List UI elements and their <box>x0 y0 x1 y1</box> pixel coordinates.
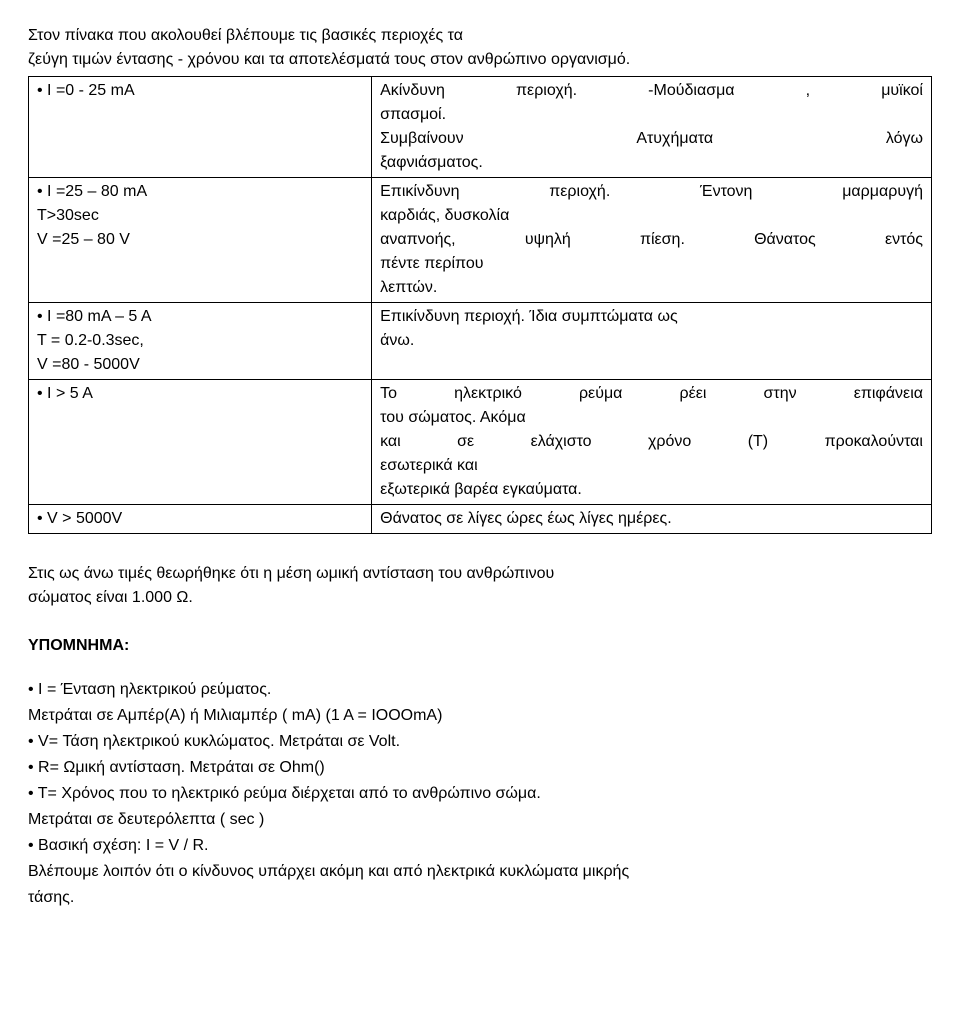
row1-r3: αναπνοής, υψηλή πίεση. Θάνατος εντός <box>380 228 923 252</box>
row2-l3: V =80 - 5000V <box>37 353 363 377</box>
row1-l3: V =25 – 80 V <box>37 228 363 252</box>
table-row: • I =0 - 25 mA Ακίνδυνη περιοχή. -Μούδια… <box>29 77 932 178</box>
cell-right: Επικίνδυνη περιοχή. Έντονη μαρμαρυγή καρ… <box>372 178 932 303</box>
legend-body: • Ι = Ένταση ηλεκτρικού ρεύματος. Μετράτ… <box>28 678 932 910</box>
table-row: • I > 5 A Το ηλεκτρικό ρεύμα ρέει στην ε… <box>29 380 932 505</box>
legend-line: • Βασική σχέση: Ι = V / R. <box>28 834 932 858</box>
legend-line: • R= Ωμική αντίσταση. Μετράται σε Ohm() <box>28 756 932 780</box>
table-row: • I =25 – 80 mA T>30sec V =25 – 80 V Επι… <box>29 178 932 303</box>
legend-line: • Τ= Χρόνος που το ηλεκτρικό ρεύμα διέρχ… <box>28 782 932 806</box>
row3-r4: εσωτερικά και <box>380 454 923 478</box>
row1-r1: Επικίνδυνη περιοχή. Έντονη μαρμαρυγή <box>380 180 923 204</box>
row0-r1: Ακίνδυνη περιοχή. -Μούδιασμα , μυϊκοί <box>380 79 923 103</box>
intro-line-1: Στον πίνακα που ακολουθεί βλέπουμε τις β… <box>28 24 932 48</box>
effects-table: • I =0 - 25 mA Ακίνδυνη περιοχή. -Μούδια… <box>28 76 932 534</box>
cell-left: • V > 5000V <box>29 505 372 534</box>
cell-left: • I =0 - 25 mA <box>29 77 372 178</box>
table-row: • I =80 mA – 5 A T = 0.2-0.3sec, V =80 -… <box>29 303 932 380</box>
row1-r4: πέντε περίπου <box>380 252 923 276</box>
legend-line: • V= Τάση ηλεκτρικού κυκλώματος. Μετράτα… <box>28 730 932 754</box>
row3-r2: του σώματος. Ακόμα <box>380 406 923 430</box>
intro-line-2: ζεύγη τιμών έντασης - χρόνου και τα αποτ… <box>28 48 932 72</box>
intro-text: Στον πίνακα που ακολουθεί βλέπουμε τις β… <box>28 24 932 72</box>
row3-r3: και σε ελάχιστο χρόνο (Τ) προκαλούνται <box>380 430 923 454</box>
legend-title: ΥΠΟΜΝΗΜΑ: <box>28 634 932 658</box>
row0-left: • I =0 - 25 mA <box>37 79 363 103</box>
row4-left: • V > 5000V <box>37 507 363 531</box>
legend-line: • Ι = Ένταση ηλεκτρικού ρεύματος. <box>28 678 932 702</box>
cell-left: • I =80 mA – 5 A T = 0.2-0.3sec, V =80 -… <box>29 303 372 380</box>
cell-right: Θάνατος σε λίγες ώρες έως λίγες ημέρες. <box>372 505 932 534</box>
row1-r2: καρδιάς, δυσκολία <box>380 204 923 228</box>
row2-l1: • I =80 mA – 5 A <box>37 305 363 329</box>
legend-line: τάσης. <box>28 886 932 910</box>
table-row: • V > 5000V Θάνατος σε λίγες ώρες έως λί… <box>29 505 932 534</box>
row2-r1: Επικίνδυνη περιοχή. Ίδια συμπτώματα ως <box>380 305 923 329</box>
note-line-2: σώματος είναι 1.000 Ω. <box>28 586 932 610</box>
row1-l1: • I =25 – 80 mA <box>37 180 363 204</box>
note-text: Στις ως άνω τιμές θεωρήθηκε ότι η μέση ω… <box>28 562 932 610</box>
row4-right: Θάνατος σε λίγες ώρες έως λίγες ημέρες. <box>380 507 923 531</box>
row2-l2: T = 0.2-0.3sec, <box>37 329 363 353</box>
legend-line: Βλέπουμε λοιπόν ότι ο κίνδυνος υπάρχει α… <box>28 860 932 884</box>
cell-right: Ακίνδυνη περιοχή. -Μούδιασμα , μυϊκοί σπ… <box>372 77 932 178</box>
legend-line: Μετράται σε δευτερόλεπτα ( sec ) <box>28 808 932 832</box>
row3-r1: Το ηλεκτρικό ρεύμα ρέει στην επιφάνεια <box>380 382 923 406</box>
row1-l2: T>30sec <box>37 204 363 228</box>
cell-left: • I > 5 A <box>29 380 372 505</box>
row1-r5: λεπτών. <box>380 276 923 300</box>
note-line-1: Στις ως άνω τιμές θεωρήθηκε ότι η μέση ω… <box>28 562 932 586</box>
cell-right: Επικίνδυνη περιοχή. Ίδια συμπτώματα ως ά… <box>372 303 932 380</box>
row3-left: • I > 5 A <box>37 382 363 406</box>
row2-r2: άνω. <box>380 329 923 353</box>
row0-r2: σπασμοί. <box>380 103 923 127</box>
row0-r4: ξαφνιάσματος. <box>380 151 923 175</box>
cell-left: • I =25 – 80 mA T>30sec V =25 – 80 V <box>29 178 372 303</box>
row0-r3: Συμβαίνουν Ατυχήματα λόγω <box>380 127 923 151</box>
row3-r5: εξωτερικά βαρέα εγκαύματα. <box>380 478 923 502</box>
legend-line: Μετράται σε Αμπέρ(Α) ή Μιλιαμπέρ ( mΑ) (… <box>28 704 932 728</box>
cell-right: Το ηλεκτρικό ρεύμα ρέει στην επιφάνεια τ… <box>372 380 932 505</box>
